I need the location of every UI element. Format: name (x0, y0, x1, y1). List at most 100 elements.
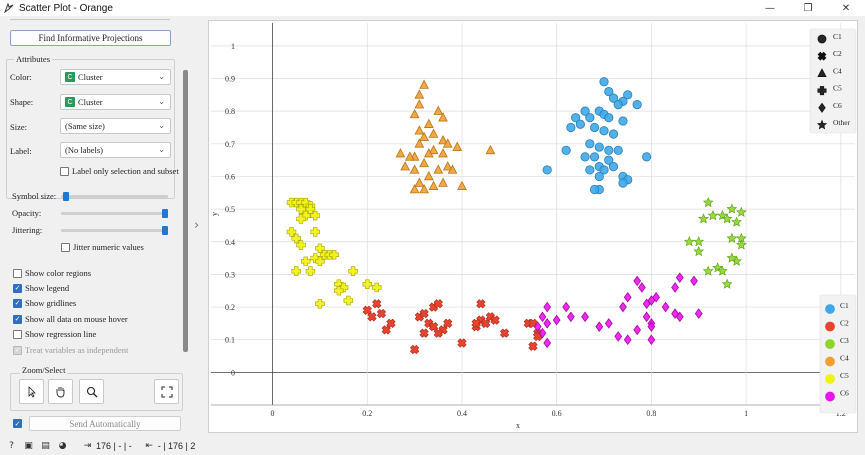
slider-handle[interactable] (63, 192, 70, 201)
data-point-c4 (442, 161, 453, 171)
find-informative-projections-button[interactable]: Find Informative Projections (10, 30, 171, 46)
data-point-c1 (604, 145, 614, 155)
zoom-tool-button[interactable] (79, 379, 104, 404)
chevron-down-icon: ⌄ (158, 121, 165, 130)
magnifier-icon (86, 386, 97, 397)
minimize-button[interactable]: — (765, 2, 775, 14)
data-point-c4 (438, 148, 448, 158)
checkbox-box[interactable]: ✓ (13, 298, 22, 308)
plot-area[interactable]: 0 0.1 0.2 0.3 0.4 0.5 0.6 0.7 0.8 0.9 1 0 0.2 0.4 0.6 0… (208, 20, 858, 433)
shape-combo[interactable]: C Cluster ⌄ (60, 94, 171, 110)
data-point-c6 (543, 337, 552, 349)
panel-splitter[interactable] (183, 70, 188, 352)
shape-legend-marker (817, 34, 827, 44)
data-point-c1 (604, 113, 614, 123)
checkbox-box[interactable] (61, 242, 70, 252)
color-legend-marker (825, 321, 835, 332)
help-icon[interactable]: ? (9, 441, 14, 451)
data-point-c4 (447, 164, 458, 174)
shape-combo-value: Cluster (78, 97, 103, 107)
data-point-c1 (594, 142, 604, 152)
close-button[interactable]: ✕ (841, 2, 851, 14)
symbol-size-label: Symbol size: (12, 191, 57, 201)
data-point-c4 (438, 112, 448, 122)
data-point-c1 (585, 139, 595, 149)
jittering-slider[interactable] (61, 226, 168, 235)
data-point-c3 (693, 245, 705, 257)
checkbox-box[interactable] (13, 268, 22, 278)
show-regression-line-text: Show regression line (25, 329, 97, 339)
maximize-button[interactable]: ❐ (803, 2, 813, 14)
report-icon[interactable]: ▤ (41, 441, 50, 451)
send-automatically-checkbox[interactable]: ✓ (13, 419, 25, 428)
show-all-data-checkbox[interactable]: ✓ Show all data on mouse hover (13, 314, 128, 324)
cross-shape (367, 312, 377, 322)
y-tick-label: 0.9 (225, 75, 235, 84)
select-tool-button[interactable] (19, 379, 44, 404)
color-legend-label: C5 (840, 371, 849, 380)
data-point-c4 (414, 138, 425, 148)
data-point-c4 (452, 141, 463, 151)
data-point-c6 (694, 308, 703, 319)
size-combo[interactable]: (Same size) ⌄ (60, 118, 171, 134)
data-point-c5 (343, 295, 354, 306)
send-automatically-button[interactable]: Send Automatically (29, 416, 181, 431)
data-point-c1 (566, 122, 576, 133)
slider-handle[interactable] (162, 209, 168, 218)
data-point-c6 (552, 314, 561, 326)
chevron-right-icon[interactable]: › (194, 218, 200, 233)
data-point-c1 (589, 152, 600, 162)
show-color-regions-checkbox[interactable]: Show color regions (13, 268, 91, 278)
cross-shape (433, 299, 443, 309)
data-point-c4 (414, 125, 425, 135)
data-point-c6 (671, 282, 679, 293)
cross-shape (372, 299, 382, 309)
data-point-c4 (428, 144, 439, 155)
show-gridlines-checkbox[interactable]: ✓ Show gridlines (13, 298, 76, 308)
pan-tool-button[interactable] (48, 379, 73, 404)
jitter-numeric-text: Jitter numeric values (73, 242, 144, 252)
input-summary: 176 | - | - (96, 441, 132, 451)
jitter-numeric-checkbox[interactable]: Jitter numeric values (61, 242, 144, 252)
data-point-c6 (619, 301, 627, 313)
checkbox-box[interactable] (13, 329, 22, 339)
y-tick-label: 0.7 (225, 140, 235, 149)
data-point-c6 (538, 311, 547, 323)
reset-zoom-button[interactable] (154, 379, 179, 404)
window-title: Scatter Plot - Orange (19, 2, 113, 14)
pointer-icon (28, 385, 36, 398)
color-legend-label: C2 (840, 319, 849, 328)
data-point-c5 (305, 266, 316, 276)
checkbox-box[interactable]: ✓ (13, 283, 22, 293)
checkbox-box[interactable]: ✓ (13, 314, 22, 324)
x-tick-label: 0.2 (362, 409, 372, 418)
save-icon[interactable]: ▣ (24, 441, 33, 451)
data-point-c6 (567, 311, 575, 323)
data-point-c2 (376, 308, 387, 319)
data-point-c1 (575, 119, 585, 129)
cross-shape (409, 344, 420, 355)
x-tick-label: 1 (744, 409, 748, 418)
show-regression-line-checkbox[interactable]: Show regression line (13, 329, 96, 339)
x-tick-label: 0.6 (552, 409, 562, 418)
label-combo[interactable]: (No labels) ⌄ (60, 142, 171, 158)
color-label: Color: (10, 72, 32, 82)
opacity-slider[interactable] (61, 209, 168, 218)
show-legend-checkbox[interactable]: ✓ Show legend (13, 283, 69, 293)
output-summary: - | 176 | 2 (157, 441, 196, 451)
shape-legend-marker (817, 68, 827, 77)
symbol-size-slider[interactable] (61, 192, 168, 201)
shape-legend-label: C1 (833, 32, 842, 41)
scatter-plot[interactable]: 0 0.1 0.2 0.3 0.4 0.5 0.6 0.7 0.8 0.9 1 0 0.2 0.4 0.6 0… (209, 21, 857, 432)
checkbox-box[interactable] (60, 166, 69, 176)
checkbox-box[interactable]: ✓ (13, 419, 22, 428)
label-only-selection-checkbox[interactable]: Label only selection and subset (60, 166, 179, 176)
visual-settings-icon[interactable]: ◕ (58, 441, 67, 451)
color-combo[interactable]: C Cluster ⌄ (60, 69, 171, 85)
output-icon: ⇤ (145, 441, 153, 451)
axis-y-combo-remnant[interactable] (10, 16, 170, 20)
data-point-c3 (693, 236, 705, 247)
slider-handle[interactable] (162, 226, 168, 235)
data-point-c5 (300, 256, 311, 267)
zoom-select-title: Zoom/Select (20, 365, 68, 375)
